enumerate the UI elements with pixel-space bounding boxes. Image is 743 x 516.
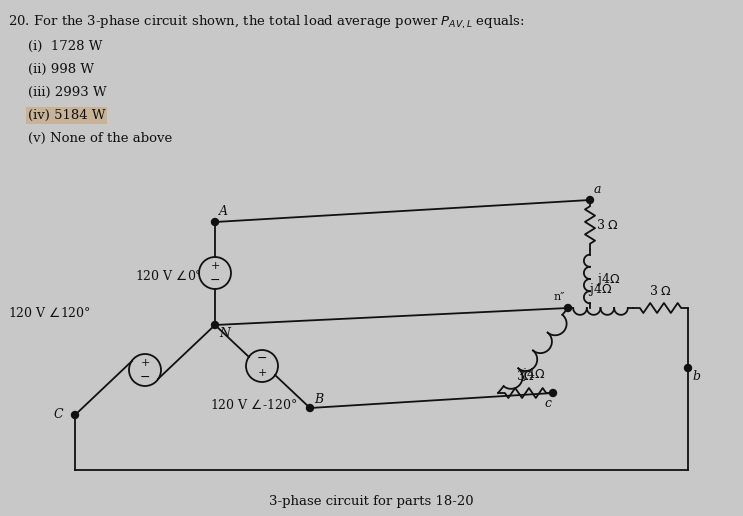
Circle shape <box>212 321 218 329</box>
Circle shape <box>212 218 218 225</box>
Text: −: − <box>140 370 150 384</box>
Text: +: + <box>140 358 149 368</box>
Text: 20. For the 3-phase circuit shown, the total load average power $P_{AV,L}$ equal: 20. For the 3-phase circuit shown, the t… <box>8 14 525 31</box>
Text: N: N <box>219 327 230 340</box>
Circle shape <box>565 304 571 312</box>
Circle shape <box>307 405 314 411</box>
Text: B: B <box>314 393 323 406</box>
Circle shape <box>71 411 79 418</box>
Text: −: − <box>257 352 267 365</box>
Text: j4$\Omega$: j4$\Omega$ <box>596 270 620 287</box>
Text: (iii) 2993 W: (iii) 2993 W <box>28 86 107 99</box>
Circle shape <box>550 390 557 396</box>
Text: c: c <box>544 397 551 410</box>
Circle shape <box>684 364 692 372</box>
Text: (ii) 998 W: (ii) 998 W <box>28 63 94 76</box>
Text: +: + <box>210 261 220 271</box>
Text: (iv) 5184 W: (iv) 5184 W <box>28 109 106 122</box>
Text: 3 $\Omega$: 3 $\Omega$ <box>649 284 672 298</box>
Text: j4$\Omega$: j4$\Omega$ <box>588 281 612 298</box>
Text: 120 V $\angle$0°: 120 V $\angle$0° <box>135 269 202 283</box>
Text: (v) None of the above: (v) None of the above <box>28 132 172 145</box>
Text: 3$\Omega$: 3$\Omega$ <box>516 369 535 383</box>
Text: (i)  1728 W: (i) 1728 W <box>28 40 103 53</box>
Text: A: A <box>219 205 228 218</box>
Text: a: a <box>594 183 602 196</box>
Text: j4$\Omega$: j4$\Omega$ <box>521 366 545 383</box>
Text: n″: n″ <box>554 292 565 302</box>
Text: 3 $\Omega$: 3 $\Omega$ <box>596 218 619 232</box>
Text: −: − <box>210 273 220 287</box>
Text: 120 V $\angle$120°: 120 V $\angle$120° <box>8 306 91 320</box>
Circle shape <box>586 197 594 203</box>
Text: 120 V $\angle$-120°: 120 V $\angle$-120° <box>210 398 297 412</box>
Text: C: C <box>53 409 63 422</box>
Text: 3-phase circuit for parts 18-20: 3-phase circuit for parts 18-20 <box>269 495 474 508</box>
Text: +: + <box>257 368 267 378</box>
Text: b: b <box>692 370 700 383</box>
